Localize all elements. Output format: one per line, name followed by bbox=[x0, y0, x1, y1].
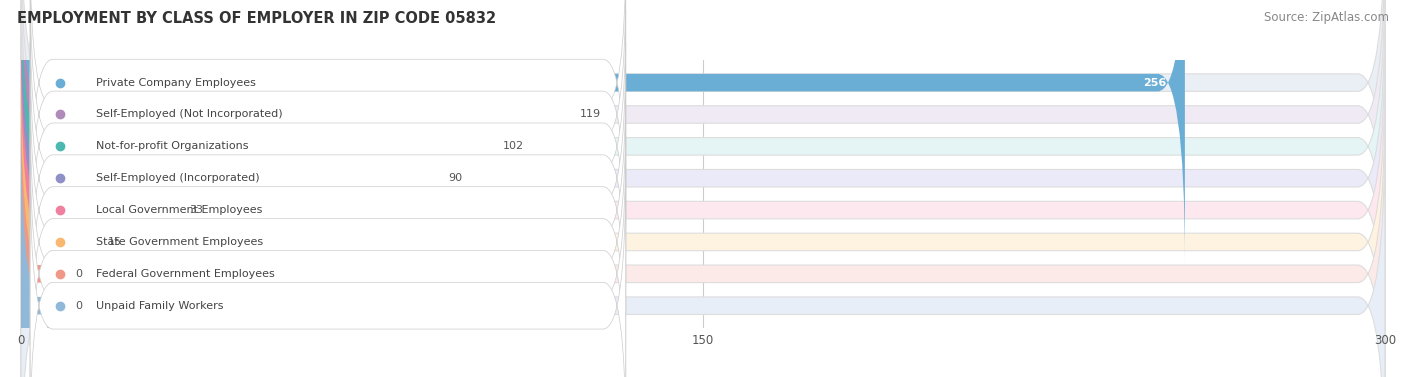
FancyBboxPatch shape bbox=[30, 74, 626, 346]
Text: State Government Employees: State Government Employees bbox=[96, 237, 263, 247]
Text: 0: 0 bbox=[76, 301, 83, 311]
Text: Not-for-profit Organizations: Not-for-profit Organizations bbox=[96, 141, 249, 151]
FancyBboxPatch shape bbox=[21, 0, 1185, 265]
Text: 256: 256 bbox=[1143, 78, 1167, 87]
FancyBboxPatch shape bbox=[30, 170, 626, 377]
FancyBboxPatch shape bbox=[21, 0, 430, 361]
Text: Unpaid Family Workers: Unpaid Family Workers bbox=[96, 301, 224, 311]
Text: Federal Government Employees: Federal Government Employees bbox=[96, 269, 274, 279]
FancyBboxPatch shape bbox=[30, 106, 626, 377]
Text: 119: 119 bbox=[581, 109, 602, 120]
FancyBboxPatch shape bbox=[21, 0, 1385, 265]
Text: 15: 15 bbox=[107, 237, 121, 247]
Text: Self-Employed (Incorporated): Self-Employed (Incorporated) bbox=[96, 173, 260, 183]
FancyBboxPatch shape bbox=[21, 123, 1385, 377]
FancyBboxPatch shape bbox=[21, 91, 1385, 377]
FancyBboxPatch shape bbox=[21, 28, 172, 377]
FancyBboxPatch shape bbox=[21, 123, 58, 377]
Text: Private Company Employees: Private Company Employees bbox=[96, 78, 256, 87]
Text: 0: 0 bbox=[76, 269, 83, 279]
Text: Local Government Employees: Local Government Employees bbox=[96, 205, 263, 215]
FancyBboxPatch shape bbox=[21, 0, 1385, 297]
FancyBboxPatch shape bbox=[21, 0, 1385, 329]
FancyBboxPatch shape bbox=[30, 42, 626, 314]
Text: Self-Employed (Not Incorporated): Self-Employed (Not Incorporated) bbox=[96, 109, 283, 120]
FancyBboxPatch shape bbox=[21, 60, 90, 377]
Text: 90: 90 bbox=[449, 173, 463, 183]
FancyBboxPatch shape bbox=[21, 0, 1385, 361]
FancyBboxPatch shape bbox=[21, 91, 58, 377]
FancyBboxPatch shape bbox=[21, 0, 562, 297]
Text: 33: 33 bbox=[190, 205, 204, 215]
Text: 102: 102 bbox=[503, 141, 524, 151]
FancyBboxPatch shape bbox=[30, 11, 626, 282]
FancyBboxPatch shape bbox=[30, 138, 626, 377]
FancyBboxPatch shape bbox=[21, 60, 1385, 377]
FancyBboxPatch shape bbox=[30, 0, 626, 250]
FancyBboxPatch shape bbox=[30, 0, 626, 219]
Text: Source: ZipAtlas.com: Source: ZipAtlas.com bbox=[1264, 11, 1389, 24]
FancyBboxPatch shape bbox=[21, 28, 1385, 377]
FancyBboxPatch shape bbox=[21, 0, 485, 329]
Text: EMPLOYMENT BY CLASS OF EMPLOYER IN ZIP CODE 05832: EMPLOYMENT BY CLASS OF EMPLOYER IN ZIP C… bbox=[17, 11, 496, 26]
